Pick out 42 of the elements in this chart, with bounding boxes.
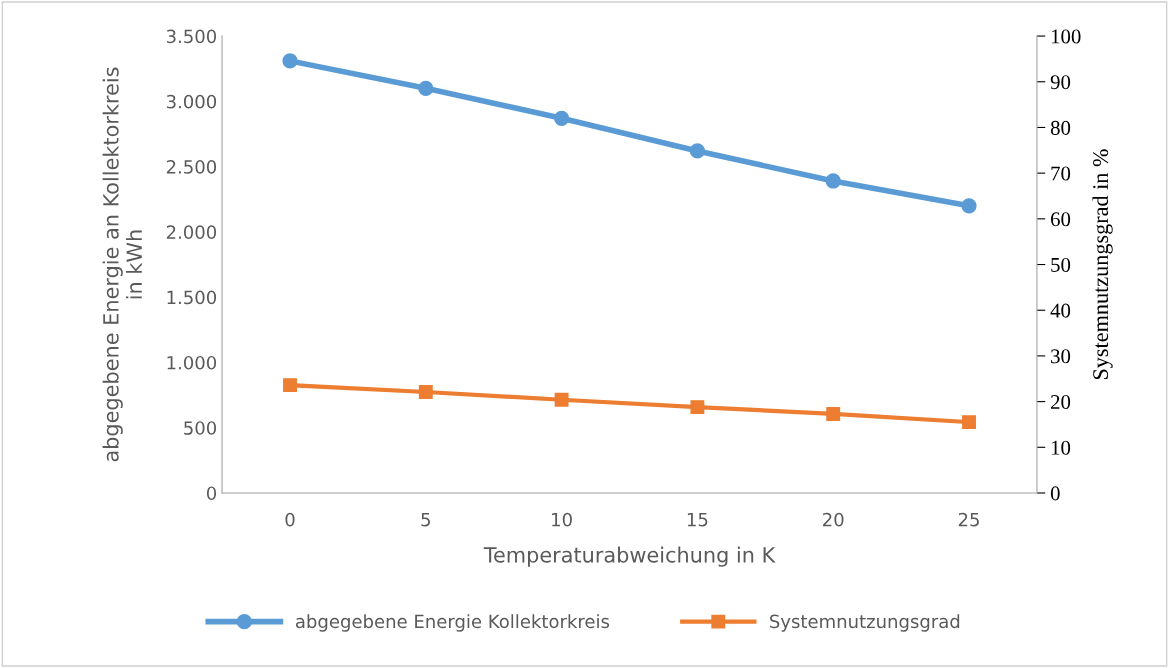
y2-tick-label: 50 [1051,257,1071,272]
y-tick-label: 1.000 [167,355,217,370]
point [554,392,569,407]
y-tick-label: 1.500 [167,290,217,305]
x-axis-title: Temperaturabweichung in K [483,546,776,567]
x-tick-label: 5 [421,512,430,527]
y2-tick-label: 100 [1051,29,1081,44]
y2-tick-label: 60 [1050,212,1071,227]
point [962,415,976,430]
y2-tick-label: 30 [1051,349,1071,364]
y2-tick-label: 0 [1050,486,1060,501]
y-tick-label: 2.500 [166,160,217,174]
point [689,143,706,159]
y2-tick-label: 90 [1050,75,1071,90]
point [690,400,705,415]
y-tick-label: 2.000 [166,225,217,240]
point [826,406,841,421]
y2-tick-label: 40 [1050,303,1071,318]
x-tick-label: 15 [687,512,708,527]
point [282,53,298,69]
y2-axis-title: Systemnutzungsgrad in % [1092,149,1113,380]
y2-tick-label: 70 [1051,166,1071,181]
y-tick-label: 3.000 [166,94,217,109]
y2-tick-label: 20 [1051,394,1071,410]
legend-label: Systemnutzungsgrad [770,614,960,632]
point [283,378,297,393]
y-tick-label: 500 [184,421,217,435]
y-tick-label: 3.500 [166,29,217,44]
point [553,110,570,126]
y-axis-title: abgegebene Energie an Kollektorkreis in kWh [102,67,142,462]
x-tick-label: 20 [823,512,844,527]
x-tick-label: 10 [552,512,572,527]
point [961,198,977,214]
y2-tick-label: 80 [1050,120,1071,135]
point [825,173,841,189]
legend-label: abgegebene Energie Kollektorkreis [295,614,610,632]
point [418,80,434,96]
y-tick-label: 0 [206,486,217,501]
x-tick-label: 0 [285,512,295,527]
x-tick-label: 25 [958,512,979,527]
y2-tick-label: 10 [1051,440,1071,455]
point [418,385,433,399]
